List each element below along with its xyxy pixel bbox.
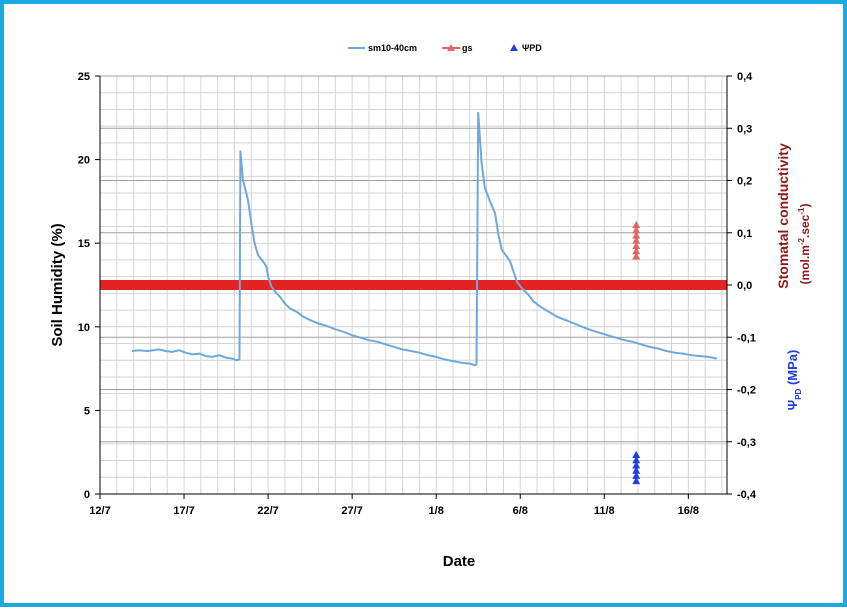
- y3-axis-title: ΨPD (MPa): [785, 350, 803, 411]
- y2-axis-unit: (mol.m-2.sec-1): [797, 204, 812, 285]
- legend: sm10-40cm gs ΨPD: [348, 43, 542, 53]
- x-tick-label: 11/8: [594, 505, 615, 517]
- y2-unit-prefix: (mol.m: [798, 245, 812, 284]
- y2-unit-exp2: -1: [797, 207, 806, 215]
- y2-tick-label: 0,1: [737, 228, 752, 240]
- x-tick-label: 27/7: [341, 505, 362, 517]
- y2-tick-label: 0,2: [737, 176, 752, 188]
- series-markers: [632, 220, 641, 485]
- left-axis-ticks: 0 5 10 15 20 25: [78, 71, 100, 501]
- y2-axis-title: Stomatal conductivity: [775, 143, 791, 289]
- x-tick-label: 6/8: [513, 505, 528, 517]
- y-tick-label: 20: [78, 155, 90, 167]
- legend-label-psi: ΨPD: [522, 43, 542, 53]
- y3-label-base: Ψ: [785, 400, 800, 411]
- x-tick-label: 22/7: [257, 505, 278, 517]
- reference-band: [100, 280, 727, 290]
- y2-tick-label: 0,3: [737, 123, 752, 135]
- y-tick-label: 15: [78, 238, 90, 250]
- y2-unit-mid: .sec: [798, 214, 812, 238]
- gs-marker: [632, 252, 641, 260]
- x-tick-label: 1/8: [429, 505, 444, 517]
- x-tick-label: 16/8: [678, 505, 699, 517]
- reference-band-layer: [100, 280, 727, 290]
- y2-tick-label: -0,4: [737, 489, 757, 501]
- y-tick-label: 0: [84, 489, 90, 501]
- y-tick-label: 5: [84, 405, 90, 417]
- legend-label-gs: gs: [462, 43, 473, 53]
- psi-marker: [632, 476, 641, 485]
- gs-marker: [632, 236, 641, 244]
- y-tick-label: 25: [78, 71, 90, 83]
- gs-marker: [632, 220, 641, 229]
- gs-marker: [632, 247, 641, 255]
- psi-marker: [632, 456, 641, 464]
- legend-marker-gs: [447, 44, 455, 51]
- gs-marker: [632, 226, 641, 234]
- y2-tick-label: -0,2: [737, 385, 756, 397]
- y3-label-unit: (MPa): [785, 350, 800, 389]
- x-axis-title: Date: [443, 553, 476, 570]
- x-tick-label: 17/7: [173, 505, 194, 517]
- y2-tick-label: 0,0: [737, 280, 752, 292]
- y3-label-sub: PD: [794, 388, 803, 399]
- y2-tick-label: 0,4: [737, 71, 753, 83]
- x-axis-ticks: 12/7 17/7 22/7 27/7 1/8 6/8 11/8 16/8: [89, 494, 699, 517]
- legend-marker-psi: [510, 44, 518, 51]
- psi-marker: [632, 466, 641, 474]
- y2-tick-label: -0,3: [737, 437, 756, 449]
- y2-unit-exp1: -2: [797, 237, 806, 245]
- right-axis-ticks: -0,4 -0,3 -0,2 -0,1 0,0 0,1 0,2 0,3 0,4: [727, 71, 757, 501]
- legend-label-sm: sm10-40cm: [368, 43, 417, 53]
- gs-marker: [632, 231, 641, 239]
- psi-marker: [632, 471, 641, 479]
- y2-unit-suffix: ): [798, 204, 812, 208]
- psi-marker: [632, 461, 641, 469]
- series-line-sm: [131, 111, 718, 367]
- series-lines: [131, 111, 718, 367]
- x-tick-label: 12/7: [89, 505, 110, 517]
- gs-marker: [632, 241, 641, 250]
- y2-tick-label: -0,1: [737, 332, 756, 344]
- y-axis-title: Soil Humidity (%): [49, 223, 66, 346]
- soil-humidity-chart: 0 5 10 15 20 25 -0,4 -0,3 -0,2 -0,1 0,0 0,1 0,2 0,3 0…: [49, 43, 812, 570]
- y-tick-label: 10: [78, 322, 90, 334]
- psi-marker: [632, 450, 641, 459]
